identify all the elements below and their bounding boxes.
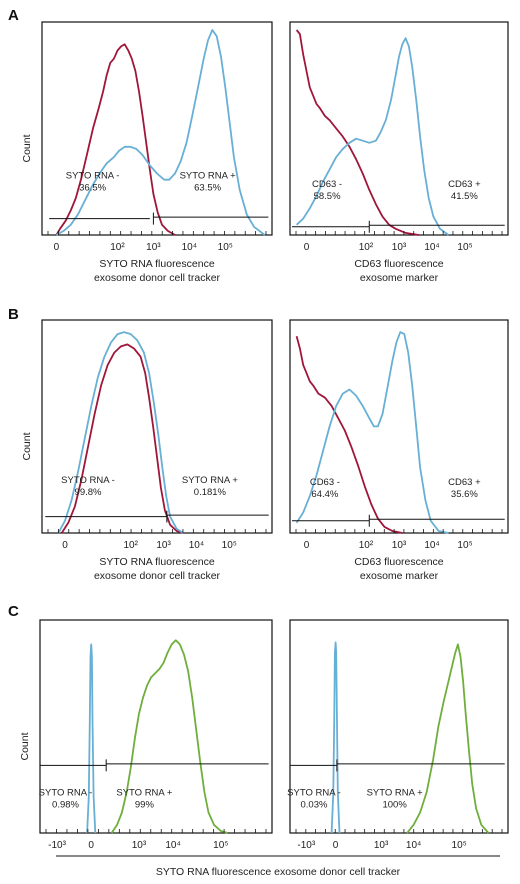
x-tick-label: 10⁵ — [222, 540, 237, 551]
plot-b-right: CD63 -64.4% CD63 +35.6% 0 10² 10³ 10⁴ 10⁵ CD63 … — [289, 319, 509, 582]
gate-percentage: 63.5% — [194, 182, 221, 193]
panel-letter-a: A — [8, 7, 19, 24]
plot-frame — [289, 619, 509, 834]
histogram-series-sample — [55, 29, 266, 236]
gate-percentage: 100% — [382, 800, 407, 811]
gate-percentage: 99% — [135, 800, 155, 811]
x-axis-label: SYTO RNA fluorescence — [99, 556, 215, 568]
plot-b-left: SYTO RNA -99.8% SYTO RNA +0.181% 0 10² 10³ 10… — [21, 319, 273, 582]
x-tick-label: 0 — [304, 242, 310, 253]
gate-label: CD63 + — [448, 179, 481, 190]
histogram-series-control — [55, 43, 176, 236]
gate-label: CD63 + — [448, 477, 481, 488]
x-tick-label: 10⁴ — [189, 540, 204, 551]
plot-c-left: SYTO RNA -0.98% SYTO RNA +99% -10³ 0 10³ 10⁴ 1… — [19, 619, 273, 851]
x-tick-label: 10⁵ — [218, 242, 233, 253]
x-tick-label: 0 — [304, 540, 310, 551]
plot-frame — [39, 619, 273, 834]
x-tick-label: 10⁴ — [165, 840, 180, 851]
gate-percentage: 36.5% — [79, 182, 106, 193]
plot-frame — [289, 319, 509, 534]
x-tick-label: 10³ — [146, 242, 161, 253]
x-tick-label: 10³ — [374, 840, 389, 851]
x-tick-label: 0 — [88, 840, 94, 851]
gate-percentage: 0.98% — [52, 800, 79, 811]
panel-letter-c: C — [8, 603, 19, 620]
x-tick-label: 10³ — [392, 540, 407, 551]
gate-label: CD63 - — [310, 477, 340, 488]
gate-label: SYTO RNA - — [66, 170, 120, 181]
plot-frame — [41, 21, 273, 236]
x-tick-label: 10⁵ — [213, 840, 228, 851]
gate-percentage: 99.8% — [75, 487, 102, 498]
x-tick-label: 10⁴ — [424, 540, 439, 551]
x-tick-label: 10³ — [392, 242, 407, 253]
x-axis-label: SYTO RNA fluorescence — [99, 258, 215, 270]
histogram-series-sample — [57, 331, 184, 534]
x-tick-label: 10⁴ — [424, 242, 439, 253]
histogram-series-sample — [330, 641, 341, 834]
x-tick-label: 10⁴ — [182, 242, 197, 253]
gate-label: CD63 - — [312, 179, 342, 190]
x-tick-label: -10³ — [297, 840, 315, 851]
x-tick-label: 10⁵ — [452, 840, 467, 851]
x-tick-label: -10³ — [48, 840, 66, 851]
x-tick-label: 10² — [123, 540, 138, 551]
x-tick-label: 0 — [62, 540, 68, 551]
gate-label: SYTO RNA + — [182, 475, 239, 486]
x-tick-label: 0 — [54, 242, 60, 253]
plot-c-right: SYTO RNA -0.03% SYTO RNA +100% -10³ 0 10³ 10⁴… — [287, 619, 509, 851]
gate-label: SYTO RNA + — [116, 788, 173, 799]
gate-label: SYTO RNA - — [61, 475, 115, 486]
histogram-series-control — [60, 343, 184, 534]
x-tick-label: 10⁴ — [406, 840, 421, 851]
plot-frame — [289, 21, 509, 236]
x-axis-label: exosome marker — [360, 570, 439, 582]
gate-percentage: 0.181% — [194, 487, 227, 498]
gate-label: SYTO RNA - — [39, 788, 93, 799]
histogram-series-sample — [295, 331, 449, 534]
histogram-series-sample_c — [110, 639, 228, 834]
y-axis-label: Count — [19, 732, 31, 760]
plot-a-left: SYTO RNA -36.5% SYTO RNA +63.5% 0 10² 10³ 10⁴… — [21, 21, 273, 284]
panel-letter-b: B — [8, 306, 19, 323]
y-axis-label: Count — [21, 134, 33, 162]
gate-percentage: 0.03% — [301, 800, 328, 811]
plots-group: SYTO RNA -36.5%SYTO RNA +63.5%0 10² 10³ 10⁴… — [19, 21, 509, 851]
y-axis-label: Count — [21, 432, 33, 460]
gate-percentage: 41.5% — [451, 191, 478, 202]
histogram-series-sample — [295, 37, 450, 236]
x-axis-label: exosome marker — [360, 272, 439, 284]
x-tick-label: 10³ — [132, 840, 147, 851]
plot-frame — [41, 319, 273, 534]
histogram-series-sample — [86, 643, 97, 834]
gate-percentage: 35.6% — [451, 489, 478, 500]
gate-percentage: 64.4% — [311, 489, 338, 500]
x-axis-label: CD63 fluorescence — [354, 556, 443, 568]
gate-label: SYTO RNA - — [287, 788, 341, 799]
x-tick-label: 10⁵ — [457, 242, 472, 253]
x-tick-label: 10² — [359, 540, 374, 551]
gate-percentage: 58.5% — [314, 191, 341, 202]
x-tick-label: 10⁵ — [457, 540, 472, 551]
plot-a-right: CD63 -58.5% CD63 +41.5% 0 10² 10³ 10⁴ 10⁵ CD63 … — [289, 21, 509, 284]
x-tick-label: 10² — [110, 242, 125, 253]
x-tick-label: 0 — [333, 840, 339, 851]
gate-label: SYTO RNA + — [367, 788, 424, 799]
c-shared-x-axis-label: SYTO RNA fluorescence exosome donor cell… — [156, 866, 401, 878]
histogram-series-control — [295, 29, 419, 236]
x-axis-label: exosome donor cell tracker — [94, 272, 221, 284]
histogram-series-sample_c — [406, 643, 490, 834]
x-axis-label: exosome donor cell tracker — [94, 570, 221, 582]
gate-label: SYTO RNA + — [180, 170, 237, 181]
x-tick-label: 10² — [359, 242, 374, 253]
histogram-series-control — [295, 335, 403, 534]
x-tick-label: 10³ — [156, 540, 171, 551]
x-axis-label: CD63 fluorescence — [354, 258, 443, 270]
